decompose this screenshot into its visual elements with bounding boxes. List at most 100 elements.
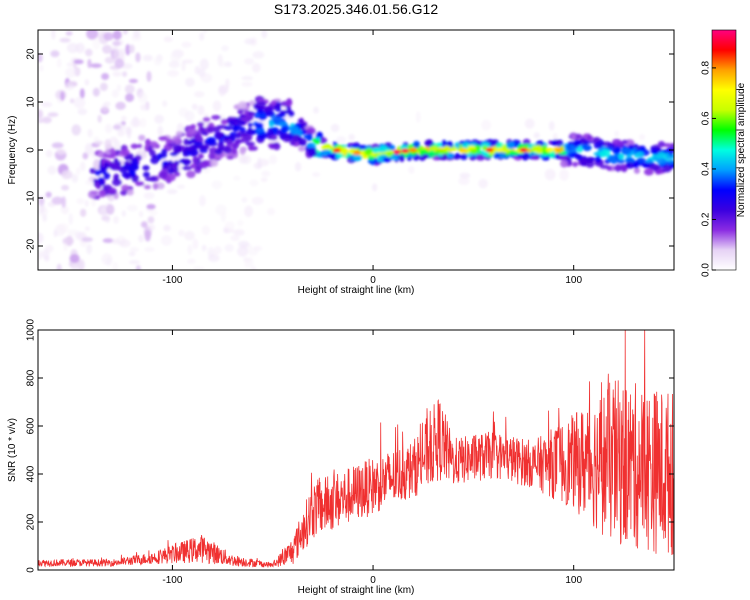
spectrogram-cell [238,114,247,119]
spectrogram-cell [348,133,355,141]
spectrogram-cell [269,134,278,141]
spectrogram-cell [65,67,77,78]
spectrogram-cell [244,258,250,268]
spectrogram-cell [663,143,672,148]
spectrogram-cell [101,72,110,80]
spectrogram-cell [459,172,471,179]
spectrogram-cell [544,168,556,181]
spectrogram-cell [110,164,120,171]
spectrogram-cell [177,184,185,189]
spectrogram-cell [224,244,234,253]
x-tick-label: 0 [370,275,376,286]
spectrogram-cell [459,147,468,153]
spectrogram-cell [65,31,73,36]
spectrogram-cell [62,207,69,215]
spectrogram-cell [582,144,592,151]
spectrogram-cell [47,112,59,117]
spectrogram-cell [332,148,341,153]
colorbar-tick-label: 0.8 [701,61,712,75]
spectrogram-cell [199,32,205,41]
y-tick-label: -10 [26,190,37,205]
spectrogram-cell [89,167,96,174]
spectrogram-cell [111,89,119,98]
spectrogram-cell [307,149,318,157]
spectrogram-cell [38,53,43,63]
colorbar-gradient [712,30,736,270]
snr-series-line [38,330,674,568]
spectrogram-cell [353,150,362,156]
spectrogram-cell [97,177,104,182]
spectrogram-cell [283,137,292,143]
spectrogram-cell [460,153,468,161]
spectrogram-cell [73,59,84,65]
spectrogram-cell [65,235,73,247]
spectrogram-cell [38,232,44,244]
spectrogram-cell [187,244,193,255]
spectrogram-cell [193,91,205,98]
spectrogram-cell [621,165,628,173]
snr-x-label: Height of straight line (km) [298,585,415,596]
spectrogram-cell [478,178,488,189]
spectrogram-cell [84,200,89,207]
spectrogram-cell [218,84,229,94]
spectrogram-cell [182,149,189,157]
spectrogram-cell [146,203,156,210]
spectrogram-cell [82,152,89,160]
spectrogram-cell [469,149,478,155]
spectrogram-cell [595,155,602,163]
spectrogram-cell [608,154,617,163]
spectrogram-cell [269,154,277,165]
spectrogram-cell [545,147,554,153]
spectrogram-cell [560,150,567,156]
spectrogram-cell [623,148,632,155]
spectrogram-cell [167,160,174,168]
spectrogram-cell [447,152,455,159]
spectrogram-cell [169,152,178,157]
spectrogram-cell [199,160,209,169]
spectrogram-cell [522,152,531,160]
spectrogram-cell [138,210,144,218]
spectrogram-cell [161,164,170,170]
spectrogram-cell [98,189,106,198]
spectrogram-cell [271,127,279,132]
spectrogram-cell [247,127,253,135]
spectrogram-cell [570,134,577,140]
spectrogram-cell [184,110,195,122]
spectrogram-cell [625,157,635,164]
spectrogram-cell [94,140,104,145]
spectrogram-cell [103,161,110,170]
spectrogram-cell [313,106,319,114]
spectrogram-cell [572,139,582,147]
spectrogram-cell [70,98,75,104]
spectrogram-x-label: Height of straight line (km) [298,285,415,296]
spectrogram-cell [372,183,378,192]
spectrogram-cell [224,61,232,68]
spectrogram-cell [110,46,120,51]
spectrogram-cell [640,162,649,168]
spectrogram-cell [45,191,52,198]
spectrogram-cell [244,38,256,45]
spectrogram-cell [312,172,321,177]
spectrogram-cell [485,147,494,153]
spectrogram-cell [135,265,141,270]
spectrogram-cell [549,150,556,158]
spectrogram-cell [144,247,155,252]
spectrogram-cell [71,174,79,183]
spectrogram-cell [53,229,58,238]
spectrogram-cell [194,133,203,142]
spectrogram-cell [330,123,340,132]
spectrogram-cell [219,61,226,68]
spectrogram-cell [113,158,119,164]
spectrogram-cell [201,244,207,252]
spectrogram-cell [51,196,64,205]
spectrogram-cell [336,136,346,144]
x-tick-label: -100 [162,575,182,586]
spectrogram-cell [59,37,71,43]
spectrogram-cell [238,240,250,248]
spectrogram-cell [280,109,288,115]
spectrogram-cell [152,182,159,190]
spectrogram-cell [237,108,244,115]
spectrogram-cell [198,145,208,150]
spectrogram-cell [511,151,519,156]
